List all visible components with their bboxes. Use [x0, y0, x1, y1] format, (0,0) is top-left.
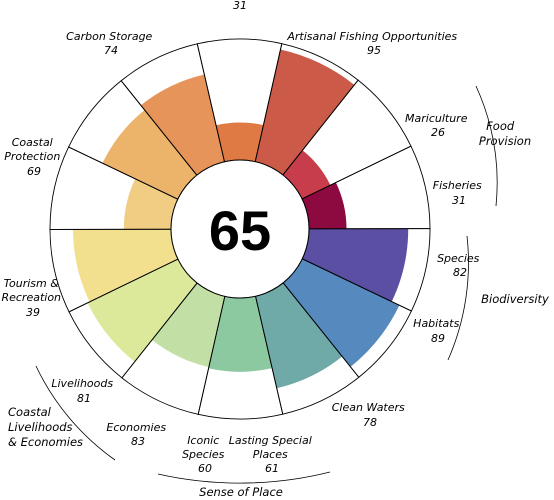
petal-bar: [102, 110, 197, 200]
petal-label-clean-waters: Clean Waters 78: [332, 401, 409, 429]
petal-value: 81: [77, 392, 91, 405]
petal-label-coastal-protection: Coastal Protection 69: [4, 136, 64, 178]
overall-score: 65: [209, 199, 271, 262]
petal-bar: [72, 229, 178, 302]
petal-bar: [255, 282, 343, 389]
petal-value: 60: [198, 462, 212, 475]
petal-bar: [216, 122, 264, 162]
petal-value: 61: [265, 462, 279, 475]
petal-label-economies: Economies 83: [106, 421, 169, 448]
petal-value: 74: [104, 44, 118, 57]
group-label-livelihoods: Coastal Livelihoods & Economies: [8, 405, 83, 449]
petal-label-carbon-storage: Carbon Storage 74: [66, 30, 156, 57]
petal-name: Clean Waters: [332, 401, 405, 414]
petal-label-iconic-species: Iconic Species 60: [182, 434, 228, 475]
petal-value: 82: [453, 266, 467, 279]
group-bracket-food-provision: [475, 85, 498, 207]
group-label-food-provision: Food Provision: [479, 119, 531, 148]
petal-label-top: 31: [233, 0, 247, 12]
petal-label-species: Species 82: [437, 252, 483, 279]
petal-bar: [151, 283, 225, 368]
petal-label-lasting-special-places: Lasting Special Places 61: [229, 434, 316, 475]
petal-name: Mariculture: [405, 112, 468, 125]
petal-value: 78: [363, 416, 377, 429]
petal-value: 83: [131, 435, 145, 448]
petal-bar: [302, 182, 347, 229]
petal-name: Artisanal Fishing Opportunities: [286, 30, 457, 43]
petal-value: 95: [367, 44, 381, 57]
petal-value: 31: [233, 0, 247, 12]
petal-label-fisheries: Fisheries 31: [433, 179, 485, 207]
petal-bar: [140, 74, 225, 176]
petal-bar: [302, 228, 409, 302]
petal-bar: [255, 49, 355, 175]
petal-value: 31: [452, 194, 466, 207]
petal-label-mariculture: Mariculture 26: [405, 112, 471, 139]
petal-name: Carbon Storage: [66, 30, 152, 43]
group-bracket-sense-of-place: [157, 471, 331, 484]
petal-name: Livelihoods: [51, 377, 113, 390]
petal-name: Habitats: [413, 317, 459, 330]
petal-value: 69: [27, 165, 41, 178]
petal-name: Fisheries: [433, 179, 482, 192]
petal-name: Species: [437, 252, 480, 265]
petal-bar: [208, 296, 273, 372]
group-bracket-biodiversity: [447, 235, 469, 361]
petal-value: 26: [431, 126, 445, 139]
petal-value: 89: [431, 332, 445, 345]
group-label-biodiversity: Biodiversity: [481, 292, 549, 306]
group-label-sense-of-place: Sense of Place: [199, 485, 283, 499]
petal-label-tourism-recreation: Tourism & Recreation 39: [1, 277, 64, 319]
group-bracket-livelihoods: [35, 365, 116, 461]
center-circle: [170, 159, 310, 299]
petal-bar: [283, 258, 400, 367]
petal-name: Economies: [106, 421, 166, 434]
petal-bar: [123, 178, 178, 230]
group-brackets: [35, 85, 498, 484]
petal-bar: [87, 259, 198, 362]
petal-label-habitats: Habitats 89: [413, 317, 463, 345]
petal-label-artisanal-fishing: Artisanal Fishing Opportunities 95: [286, 30, 460, 57]
petal-layer: [72, 49, 409, 389]
petal-value: 39: [26, 306, 40, 319]
petal-label-livelihoods: Livelihoods 81: [51, 377, 116, 405]
